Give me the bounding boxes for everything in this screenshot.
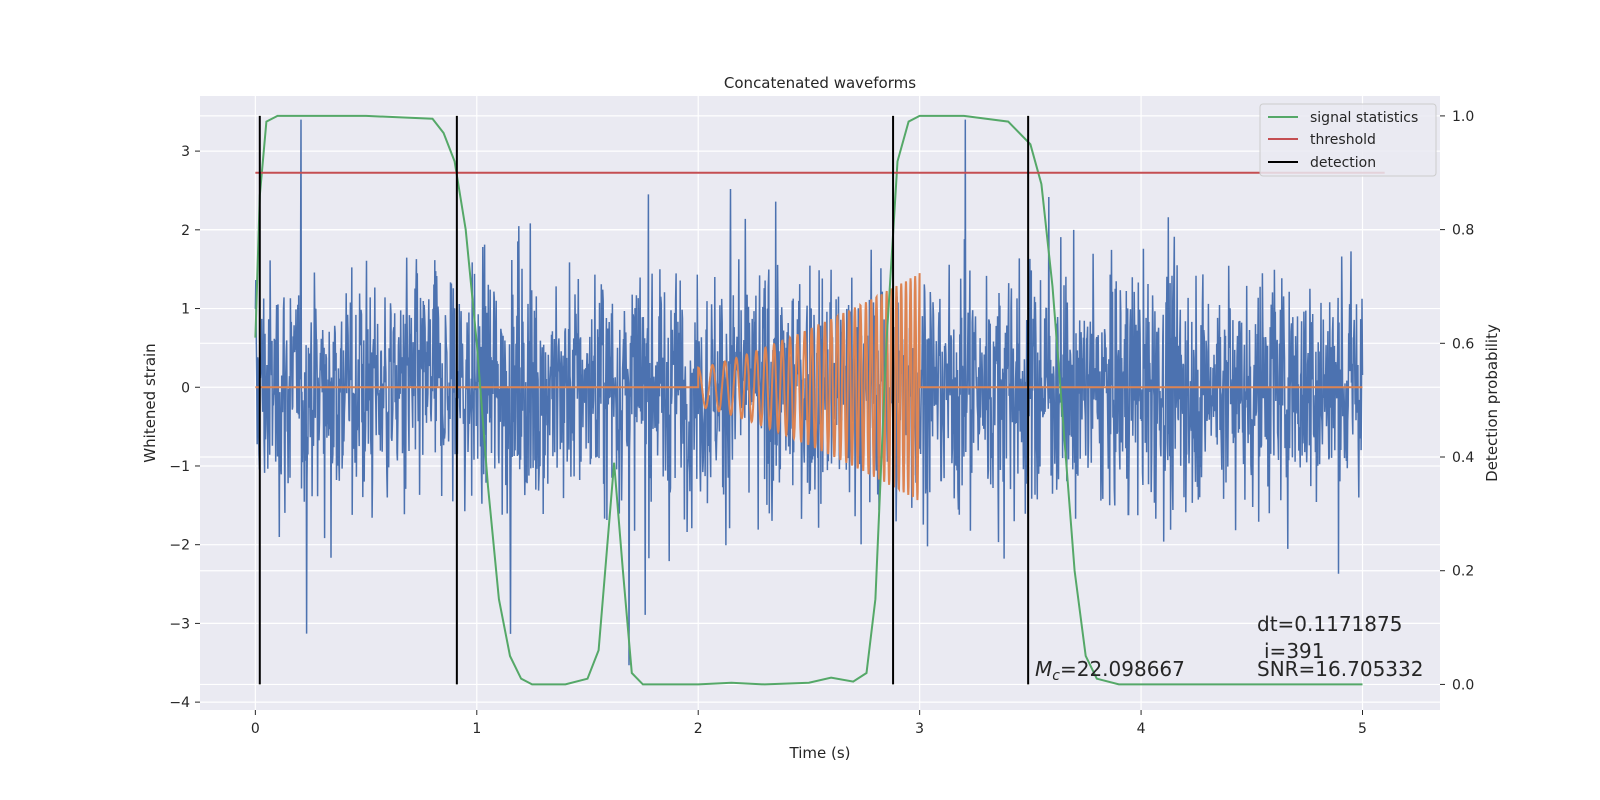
y-tick-label-0: −4 [169, 695, 190, 711]
y2-tick-label-3: 0.6 [1452, 336, 1474, 352]
legend: signal statistics threshold detection [1259, 103, 1437, 177]
annotation-i: i=391 [1264, 639, 1325, 663]
y2-tick-label-4: 0.8 [1452, 223, 1474, 239]
x-tick-label-5: 5 [1358, 721, 1367, 737]
noise-series [254, 119, 1364, 666]
detection-lines [258, 115, 1030, 685]
x-tick-label-2: 2 [694, 721, 703, 737]
signal-statistics-line [254, 114, 1363, 686]
chart-title: Concatenated waveforms [724, 74, 916, 92]
noise-line [254, 119, 1364, 666]
x-tick-label-3: 3 [915, 721, 924, 737]
signal-statistics-series [254, 114, 1363, 686]
y-tick-label-4: 0 [181, 380, 190, 396]
y2-tick-label-1: 0.2 [1452, 564, 1474, 580]
legend-label-detection: detection [1310, 155, 1376, 171]
y2-tick-label-5: 1.0 [1452, 109, 1474, 125]
legend-box [1259, 103, 1437, 177]
legend-label-signal-statistics: signal statistics [1310, 110, 1418, 126]
legend-label-threshold: threshold [1310, 132, 1376, 148]
y-tick-label-1: −3 [169, 616, 190, 632]
annotation-snr: SNR=16.705332 [1257, 657, 1423, 681]
y-tick-label-7: 3 [181, 144, 190, 160]
y-tick-label-3: −1 [169, 459, 190, 475]
x-tick-label-0: 0 [251, 721, 260, 737]
axis-ticks: 0 1 2 3 4 5 −4 −3 −2 −1 0 1 2 3 0.0 0.2 0.4 0.6 0.8 1.0 [169, 109, 1474, 737]
y-axis-label: Whitened strain [141, 343, 159, 462]
y2-tick-label-0: 0.0 [1452, 677, 1474, 693]
y2-axis-label: Detection probability [1483, 324, 1501, 482]
y-tick-label-6: 2 [181, 223, 190, 239]
annotation-dt: dt=0.1171875 [1257, 612, 1402, 636]
y2-tick-label-2: 0.4 [1452, 450, 1474, 466]
annotation-chirp-mass: Mc=22.098667 [1035, 657, 1185, 684]
x-tick-label-1: 1 [472, 721, 481, 737]
x-tick-label-4: 4 [1137, 721, 1146, 737]
y-tick-label-5: 1 [181, 302, 190, 318]
x-axis-label: Time (s) [789, 744, 851, 762]
y-tick-label-2: −2 [169, 538, 190, 554]
